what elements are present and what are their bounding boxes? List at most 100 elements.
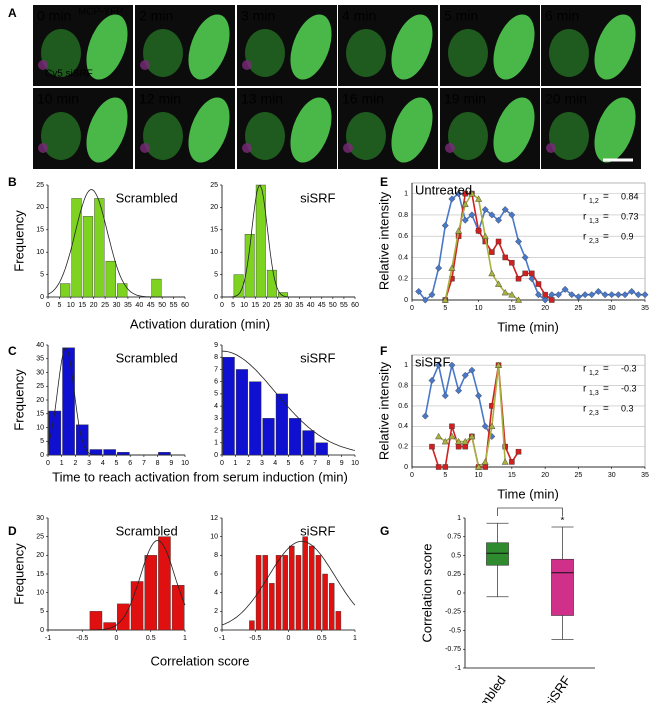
plot-frame [411, 182, 646, 301]
x-tick-label: 4 [273, 460, 277, 467]
cell [290, 97, 332, 163]
cell [549, 29, 589, 77]
equals: = [603, 384, 609, 395]
x-tick-label: 3 [260, 460, 264, 467]
point [475, 195, 483, 202]
x-tick-label: 0 [287, 635, 291, 642]
y-tick-label: 15 [210, 227, 218, 234]
point [448, 361, 456, 369]
cell [594, 97, 636, 163]
bar [117, 603, 130, 631]
cell [448, 29, 488, 77]
point [501, 458, 509, 465]
point [515, 275, 522, 282]
y-tick-label: 0.6 [398, 233, 408, 240]
y-tick-label: 5 [214, 391, 218, 398]
y-tick-label: 3 [214, 415, 218, 422]
x-tick-label: 60 [351, 302, 359, 309]
timepoint: 20 min [545, 91, 587, 107]
y-axis-title: Frequency [11, 369, 26, 431]
y-tick-label: 25 [36, 182, 44, 189]
x-tick-label: 25 [575, 305, 583, 312]
point [501, 288, 509, 296]
bar [335, 611, 342, 631]
point [455, 443, 462, 450]
y-tick-label: 1 [457, 515, 461, 522]
bar [235, 369, 249, 456]
x-tick-label: -0.5 [76, 635, 88, 642]
point [429, 443, 435, 450]
series-line [418, 192, 645, 302]
point [435, 361, 443, 369]
x-tick-label: 10 [475, 472, 483, 479]
point [449, 423, 455, 430]
y-tick-label: 4 [214, 590, 218, 597]
r-symbol: r [583, 232, 587, 243]
cy5-spot [140, 60, 150, 70]
x-tick-label: 45 [147, 302, 155, 309]
x-tick-label: 5 [115, 460, 119, 467]
cy5-spot [242, 60, 252, 70]
x-tick-label: 1 [233, 460, 237, 467]
point [529, 270, 535, 277]
point [462, 443, 469, 450]
y-tick-label: 10 [36, 424, 44, 431]
point [421, 412, 429, 420]
bar [289, 418, 302, 456]
bar [94, 198, 105, 298]
point [568, 291, 576, 299]
cell [188, 97, 230, 163]
x-tick-label: 10 [67, 302, 75, 309]
point [535, 281, 542, 287]
bar [278, 292, 288, 298]
point [468, 432, 476, 440]
box [486, 542, 509, 566]
bar [329, 583, 335, 631]
point [435, 464, 442, 470]
point [542, 291, 548, 298]
cell [143, 112, 183, 160]
y-tick-label: 30 [36, 369, 44, 376]
point [442, 464, 449, 470]
cell [448, 112, 488, 160]
bar [105, 260, 116, 298]
point [448, 264, 456, 271]
fit-curve [47, 347, 185, 456]
timepoint: 0 min [37, 8, 71, 24]
point [455, 387, 463, 395]
point [481, 422, 489, 430]
r-subscript: 1,3 [589, 218, 599, 225]
cell [594, 14, 636, 80]
y-tick-label: 9 [214, 342, 218, 349]
chart-title: Untreated [415, 182, 472, 197]
point [522, 270, 528, 277]
x-tick-label: 1 [353, 635, 357, 642]
y-tick-label: 0.75 [447, 534, 461, 541]
bar [302, 536, 308, 631]
y-tick-label: 0.8 [398, 212, 408, 219]
bar [315, 442, 328, 456]
y-tick-label: 2 [214, 608, 218, 615]
cell [245, 29, 285, 77]
cy5-spot [242, 143, 252, 153]
cell [493, 14, 535, 80]
point [608, 291, 616, 299]
x-tick-label: 7 [142, 460, 146, 467]
point [495, 216, 503, 224]
r-value: -0.3 [621, 383, 637, 393]
point [509, 260, 515, 266]
timepoint: 2 min [139, 8, 173, 24]
point [495, 280, 503, 287]
series-line [424, 362, 493, 437]
r-symbol: r [583, 192, 587, 203]
bar [322, 573, 328, 631]
panel-label: F [380, 344, 387, 358]
bar [249, 381, 262, 456]
y-axis-title: Correlation score [419, 544, 434, 643]
timepoint: 3 min [241, 8, 275, 24]
cell [346, 112, 386, 160]
x-tick-label: 10 [475, 305, 483, 312]
point [481, 206, 489, 214]
chart-title: Scrambled [116, 190, 178, 205]
y-tick-label: 10 [210, 249, 218, 256]
